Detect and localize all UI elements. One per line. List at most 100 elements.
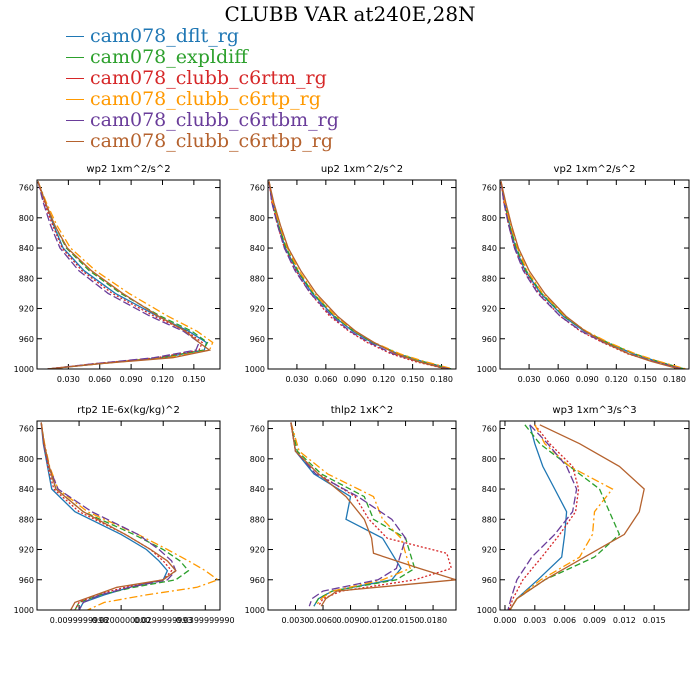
subplot-3: vp2 1xm^2/s^2 760 800 840 880 920 960 1000 0.030… [477,164,690,384]
legend-swatch [66,57,84,58]
plot-frame [36,179,221,370]
subplot-title: wp2 1xm^2/s^2 [86,164,170,175]
series-line-3 [268,181,447,369]
y-tick-label: 960 [250,335,265,344]
series-line-1 [500,181,685,369]
series-line-6 [290,422,456,607]
y-tick-label: 1000 [477,606,497,615]
y-tick-label: 760 [482,425,497,434]
x-tick-label: 0.000 [494,616,517,625]
y-tick-label: 1000 [14,365,34,374]
x-tick-label: 0.120 [372,375,395,384]
legend-label: cam078_clubb_c6rtm_rg [90,67,327,89]
legend-label: cam078_dflt_rg [90,25,239,47]
x-tick-label: 0.0120 [364,616,392,625]
subplot-1: wp2 1xm^2/s^2 760 800 840 880 920 960 1000 0.030… [14,164,221,384]
series-line-3 [508,424,580,610]
x-tick-label: 0.0060 [309,616,337,625]
y-tick-label: 960 [250,576,265,585]
legend-label: cam078_clubb_c6rtbp_rg [90,130,334,152]
series-line-2 [290,422,416,607]
legend-label: cam078_expldiff [90,46,248,68]
series-line-4 [40,422,220,610]
series-line-4 [37,181,214,369]
legend-swatch [66,99,84,100]
y-tick-label: 880 [19,515,34,524]
y-tick-label: 880 [482,515,497,524]
series-line-1 [509,424,568,610]
series-line-1 [37,181,208,369]
y-tick-label: 840 [482,485,497,494]
subplot-title: up2 1xm^2/s^2 [321,164,403,175]
x-tick-label: 0.0200000000 [92,616,151,625]
y-tick-label: 880 [250,515,265,524]
y-tick-label: 800 [19,214,34,223]
y-tick-label: 840 [19,244,34,253]
x-tick-label: 0.060 [314,375,337,384]
series-line-5 [268,181,450,369]
legend-item: cam078_dflt_rg [66,26,339,47]
x-tick-label: 0.006 [553,616,576,625]
series-line-2 [509,424,621,610]
y-tick-label: 1000 [245,606,265,615]
x-tick-label: 0.150 [401,375,424,384]
plot-frame [499,179,690,370]
x-tick-label: 0.180 [430,375,453,384]
y-tick-label: 800 [19,455,34,464]
legend-swatch [66,78,84,79]
legend-item: cam078_clubb_c6rtbm_rg [66,110,339,131]
y-tick-label: 760 [250,184,265,193]
series-line-6 [268,181,447,369]
y-tick-label: 760 [482,184,497,193]
subplot-title: thlp2 1xK^2 [331,405,394,416]
x-tick-label: 0.120 [151,375,174,384]
x-tick-label: 0.0090 [337,616,365,625]
x-tick-label: 0.150 [634,375,657,384]
legend-item: cam078_expldiff [66,47,339,68]
x-tick-label: 0.090 [576,375,599,384]
subplot-title: rtp2 1E-6x(kg/kg)^2 [77,405,180,416]
y-tick-label: 880 [250,274,265,283]
y-tick-label: 960 [19,576,34,585]
plot-frame [499,420,690,611]
x-tick-label: 0.0099999998 [50,616,109,625]
series-line-4 [509,424,614,610]
x-tick-label: 0.030 [518,375,541,384]
x-tick-label: 0.003 [523,616,546,625]
x-tick-label: 0.009 [583,616,606,625]
plot-frame [267,420,457,611]
series-line-5 [290,422,407,607]
x-tick-label: 0.0299999993 [134,616,193,625]
plot-frame [267,179,457,370]
y-tick-label: 920 [482,305,497,314]
y-tick-label: 920 [482,546,497,555]
x-tick-label: 0.012 [613,616,636,625]
series-line-3 [290,422,453,607]
legend-swatch [66,141,84,142]
legend-label: cam078_clubb_c6rtbm_rg [90,109,339,131]
y-tick-label: 800 [482,455,497,464]
x-tick-label: 0.0399999990 [176,616,235,625]
y-tick-label: 920 [250,305,265,314]
subplot-6: wp3 1xm^3/s^3 760 800 840 880 920 960 10000.000… [477,405,690,625]
page-title: CLUBB VAR at240E,28N [224,2,476,26]
legend-item: cam078_clubb_c6rtm_rg [66,68,339,89]
series-line-2 [37,181,209,369]
legend-swatch [66,36,84,37]
x-tick-label: 0.0030 [282,616,310,625]
x-tick-label: 0.150 [182,375,205,384]
y-tick-label: 880 [482,274,497,283]
series-line-6 [37,181,212,369]
x-tick-label: 0.0180 [419,616,447,625]
y-tick-label: 840 [482,244,497,253]
legend-label: cam078_clubb_c6rtp_rg [90,88,321,110]
y-tick-label: 760 [19,425,34,434]
series-line-3 [37,181,203,369]
y-tick-label: 960 [482,576,497,585]
subplot-title: vp2 1xm^2/s^2 [554,164,636,175]
y-tick-label: 760 [250,425,265,434]
y-tick-label: 800 [482,214,497,223]
series-line-5 [507,424,578,610]
